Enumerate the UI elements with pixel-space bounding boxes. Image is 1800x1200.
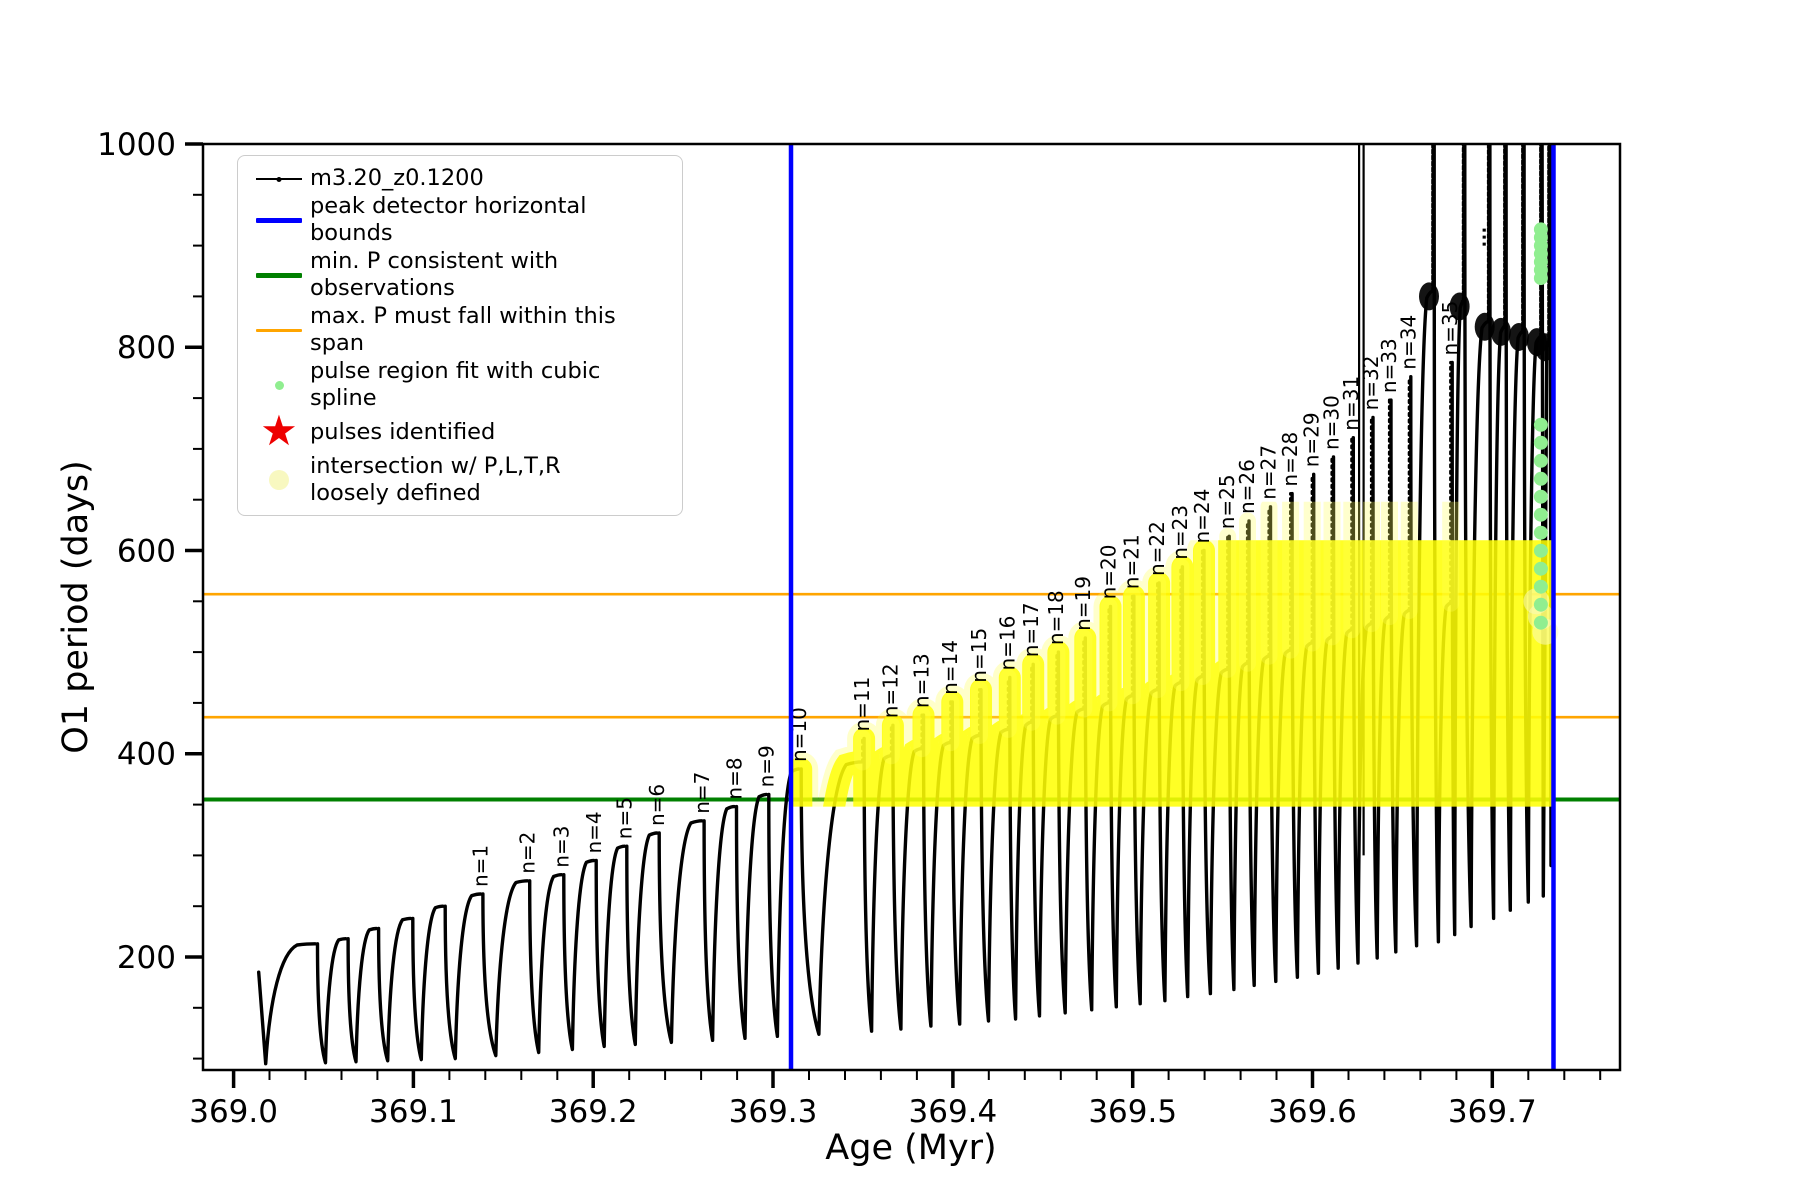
pulse-number-label: n=26	[1235, 459, 1259, 514]
pulse-number-label: n=12	[879, 663, 903, 718]
pulse-number-label: n=4	[582, 811, 606, 853]
orange-line-swatch	[248, 328, 310, 332]
pulse-number-label: n=18	[1044, 590, 1068, 645]
pulse-number-label: n=31	[1339, 376, 1363, 431]
x-tick-label: 369.2	[549, 1094, 638, 1130]
legend-item: m3.20_z0.1200	[248, 164, 670, 193]
legend-item: ★ pulses identified	[248, 405, 670, 455]
pulse-number-label: n=35	[1438, 301, 1462, 356]
legend-item: min. P consistent with observations	[248, 248, 670, 303]
pulse-number-label: n=6	[645, 784, 669, 826]
spline-fit-dot	[1533, 579, 1548, 594]
x-tick-label: 369.7	[1448, 1094, 1537, 1130]
plot-border	[201, 142, 1622, 1072]
legend-item: intersection w/ P,L,T,R loosely defined	[248, 453, 670, 508]
pulse-number-label: n=19	[1071, 576, 1095, 631]
pulse-number-label: n=7	[690, 772, 714, 814]
pulse-number-label: n=28	[1278, 432, 1302, 487]
y-tick-label: 800	[117, 330, 176, 366]
legend-item: max. P must fall within this span	[248, 303, 670, 358]
spline-fit-dot	[1533, 543, 1548, 558]
y-tick-label: 200	[117, 940, 176, 976]
pulse-number-label: n=22	[1145, 521, 1169, 576]
legend-item: peak detector horizontal bounds	[248, 193, 670, 248]
legend-item-label: intersection w/ P,L,T,R loosely defined	[310, 452, 561, 506]
green-line-swatch	[248, 272, 310, 278]
blue-line-swatch	[248, 217, 310, 223]
spline-fit-dot	[1533, 222, 1548, 237]
pulse-number-label: n=32	[1359, 356, 1383, 411]
pulse-number-label: n=21	[1120, 534, 1144, 589]
pulse-number-label: n=29	[1300, 412, 1324, 467]
pulse-number-label: n=8	[722, 757, 746, 799]
pulse-number-label: n=25	[1215, 474, 1239, 529]
legend-item: pulse region fit with cubic spline	[248, 358, 670, 413]
spline-fit-dot	[1533, 561, 1548, 576]
pulse-number-label: n=33	[1377, 338, 1401, 393]
spline-fit-dot	[1533, 471, 1548, 486]
legend: m3.20_z0.1200 peak detector horizontal bo…	[237, 155, 683, 517]
spline-fit-dot	[1533, 435, 1548, 450]
spline-fit-dot	[1533, 507, 1548, 522]
pulse-number-label: n=20	[1096, 545, 1120, 600]
x-tick-label: 369.0	[189, 1094, 278, 1130]
star-icon: ★	[260, 405, 298, 455]
legend-item-label: min. P consistent with observations	[310, 247, 559, 302]
y-axis-label: O1 period (days)	[56, 460, 96, 754]
legend-item-label: pulse region fit with cubic spline	[310, 357, 601, 412]
legend-item-label: peak detector horizontal bounds	[310, 193, 587, 247]
y-tick-label: 600	[117, 534, 176, 570]
pulse-number-label: n=3	[550, 826, 574, 868]
spline-fit-dot	[1533, 597, 1548, 612]
pulse-number-label: n=34	[1397, 315, 1421, 370]
x-tick-label: 369.5	[1088, 1094, 1177, 1130]
series-marker-dot	[276, 176, 282, 182]
x-tick-label: 369.3	[729, 1094, 818, 1130]
spline-fit-dot	[1533, 525, 1548, 540]
pulse-number-label: n=15	[967, 628, 991, 683]
pulse-number-label: n=27	[1256, 445, 1280, 500]
intersection-markers-pale	[854, 501, 1460, 771]
pulse-number-label: n=13	[909, 653, 933, 708]
spline-fit-dot	[1533, 489, 1548, 504]
legend-item-label: m3.20_z0.1200	[310, 164, 484, 191]
legend-item-label: max. P must fall within this span	[310, 302, 616, 357]
spline-fit-dot	[1533, 417, 1548, 432]
x-tick-label: 369.1	[369, 1094, 458, 1130]
pulse-number-label: n=9	[755, 745, 779, 787]
pulse-number-label: n=17	[1019, 602, 1043, 657]
x-tick-label: 369.6	[1268, 1094, 1357, 1130]
intersection-dot-swatch	[248, 469, 310, 490]
y-tick-label: 1000	[97, 127, 176, 163]
pulse-number-label: n=11	[850, 677, 874, 732]
x-axis-label: Age (Myr)	[825, 1128, 997, 1168]
pulse-number-label: n=23	[1168, 505, 1192, 560]
y-tick-label: 400	[117, 737, 176, 773]
series-line-swatch	[248, 176, 310, 182]
x-tick-label: 369.4	[909, 1094, 998, 1130]
pulse-number-label: n=14	[938, 640, 962, 695]
pulse-number-label: n=2	[516, 832, 540, 874]
pulse-number-label: n=5	[613, 797, 637, 839]
legend-item-label: pulses identified	[310, 418, 496, 445]
pulse-number-label: n=30	[1319, 395, 1343, 450]
pulse-number-label: n=1	[469, 845, 493, 887]
spline-fit-dot	[1533, 453, 1548, 468]
pulse-number-label: n=24	[1190, 489, 1214, 544]
pulse-number-label: n=16	[996, 616, 1020, 671]
spline-fit-dot	[1533, 615, 1548, 630]
spline-dot-swatch	[248, 380, 310, 390]
